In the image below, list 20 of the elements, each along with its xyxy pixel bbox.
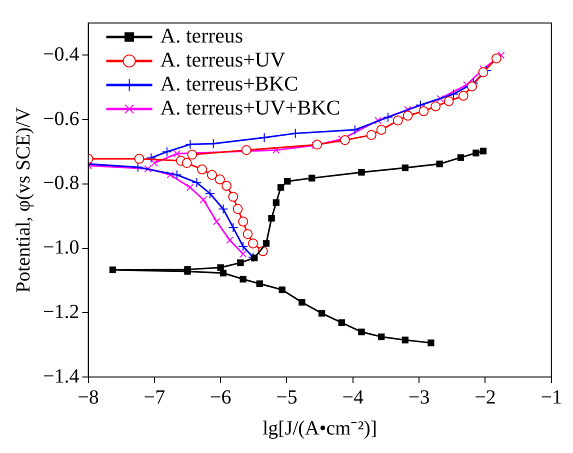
y-tick-label: −0.8 bbox=[43, 172, 80, 194]
legend-label: A. terreus+UV bbox=[160, 48, 286, 72]
x-tick-label: −7 bbox=[144, 386, 166, 408]
x-axis-title: lg[J/(A•cm⁻²)] bbox=[262, 417, 378, 440]
y-tick-label: −0.6 bbox=[43, 108, 80, 130]
x-tick-label: −2 bbox=[474, 386, 496, 408]
y-tick-label: −1.0 bbox=[43, 236, 80, 259]
y-tick-label: −0.4 bbox=[43, 43, 80, 66]
x-tick-label: −4 bbox=[342, 386, 364, 408]
legend-label: A. terreus+BKC bbox=[160, 72, 298, 96]
x-tick-label: −5 bbox=[276, 386, 298, 408]
y-tick-label: −1.4 bbox=[43, 365, 80, 388]
x-tick-label: −8 bbox=[78, 386, 99, 408]
x-tick-label: −6 bbox=[210, 386, 232, 408]
legend-label: A. terreus bbox=[160, 24, 244, 48]
y-tick-label: −1.2 bbox=[43, 300, 80, 323]
legend-label: A. terreus+UV+BKC bbox=[160, 96, 340, 120]
x-tick-label: −3 bbox=[408, 386, 430, 408]
x-tick-label: −1 bbox=[540, 386, 562, 408]
y-axis-title: Potential, φ(vs SCE)/V bbox=[12, 106, 34, 293]
